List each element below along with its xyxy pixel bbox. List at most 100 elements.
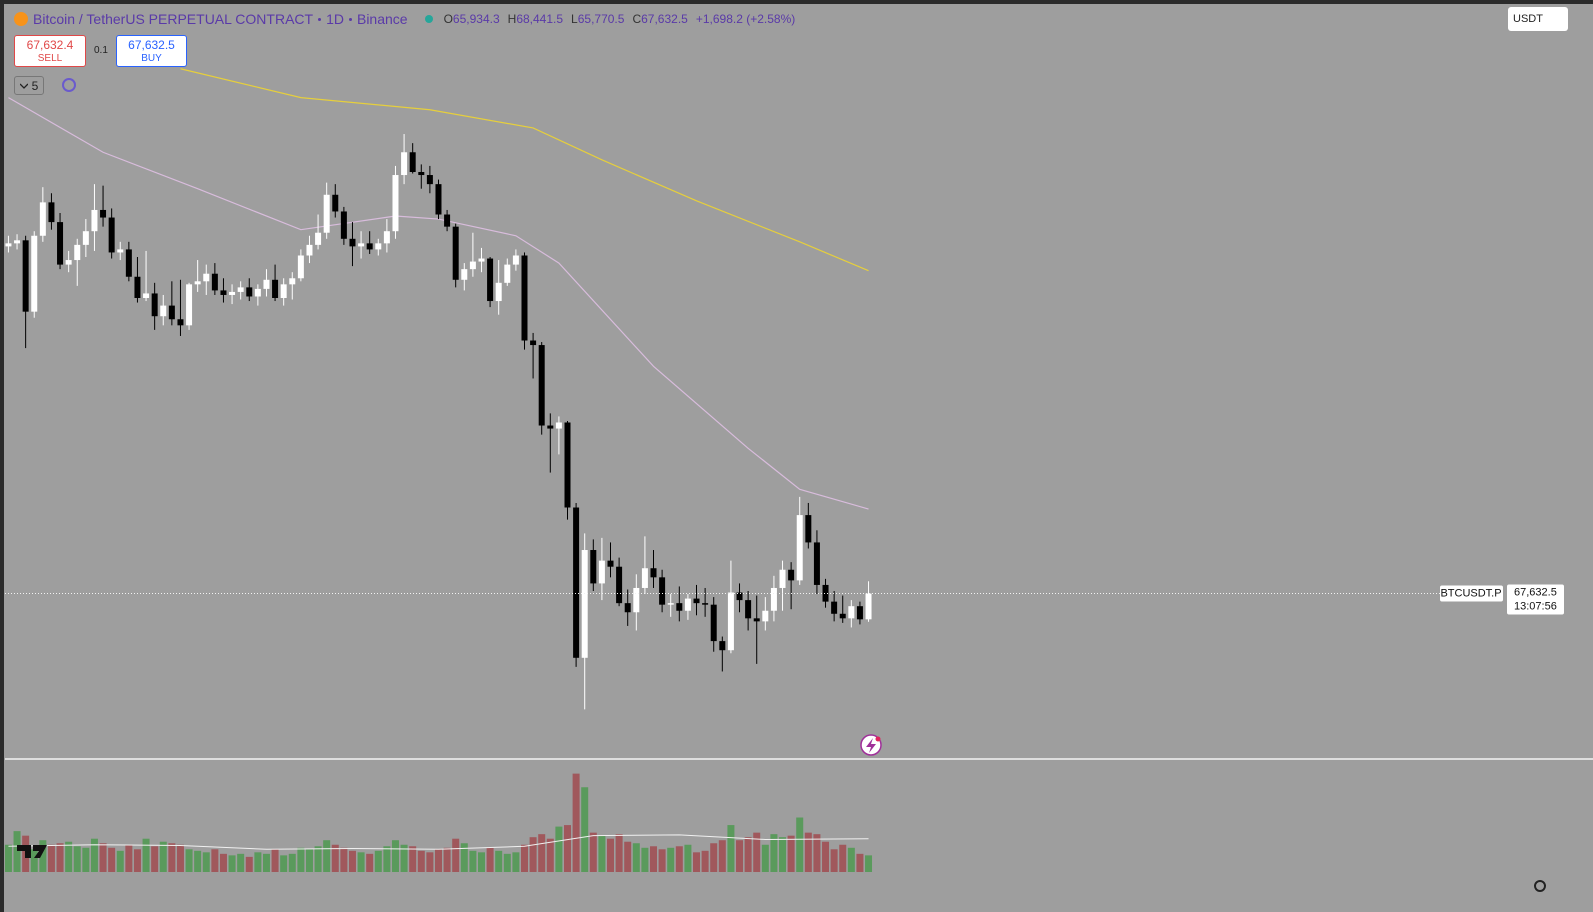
volume-bar xyxy=(641,847,649,872)
candle-body xyxy=(555,422,562,429)
candle-body xyxy=(220,290,227,295)
candle-body xyxy=(65,260,72,265)
volume-bar xyxy=(176,844,184,872)
volume-bar xyxy=(761,844,769,872)
volume-bar xyxy=(194,850,202,872)
candle-body xyxy=(160,305,167,317)
candle-body xyxy=(203,273,210,282)
candle-body xyxy=(125,249,132,277)
volume-bar xyxy=(581,787,589,872)
sell-button[interactable]: 67,632.4 SELL xyxy=(14,35,86,67)
symbol[interactable]: Bitcoin / TetherUS PERPETUAL CONTRACT xyxy=(33,11,314,27)
volume-bar xyxy=(426,852,434,872)
volume-bar xyxy=(684,844,692,872)
volume-bar xyxy=(839,844,847,872)
candle-body xyxy=(194,281,201,285)
volume-bar xyxy=(13,831,21,872)
volume-bar xyxy=(219,853,227,872)
volume-bar xyxy=(168,843,176,872)
candle-body xyxy=(573,507,580,658)
volume-bar xyxy=(443,847,451,872)
chevron xyxy=(19,83,28,89)
candle-body xyxy=(229,291,236,295)
volume-bar xyxy=(434,849,442,872)
volume-bar xyxy=(830,849,838,872)
moving-averages xyxy=(8,68,869,510)
sync-icon[interactable] xyxy=(62,78,76,92)
candle-body xyxy=(770,587,777,611)
volume-bar xyxy=(116,850,124,872)
candle-body xyxy=(504,264,511,283)
buy-button[interactable]: 67,632.5 BUY xyxy=(116,35,187,67)
candle-body xyxy=(693,598,700,604)
volume-bar xyxy=(658,849,666,872)
candle-body xyxy=(435,184,442,215)
candle-body xyxy=(31,235,38,312)
candle-body xyxy=(831,601,838,614)
indicators-toggle[interactable]: 5 xyxy=(14,76,44,95)
candle-body xyxy=(865,593,872,620)
candle-body xyxy=(82,231,89,245)
volume-bar xyxy=(391,840,399,872)
candle-body xyxy=(547,425,554,429)
candle-body xyxy=(57,222,64,265)
market-status xyxy=(424,15,433,23)
volume-bar xyxy=(314,846,322,872)
volume-pane xyxy=(4,773,873,872)
candle-body xyxy=(108,217,115,253)
volume-bar xyxy=(297,847,305,872)
volume-bar xyxy=(228,855,236,872)
candle-body xyxy=(186,284,193,326)
candle-body xyxy=(667,603,674,605)
volume-bar xyxy=(796,817,804,872)
volume-bar xyxy=(417,850,425,872)
ohlc-key: C xyxy=(632,12,642,26)
volume-bar xyxy=(331,844,339,872)
volume-bar xyxy=(409,846,417,872)
price-label: 67,632.5 xyxy=(1514,586,1557,598)
currency-select[interactable]: USDT xyxy=(1508,7,1568,31)
candle-body xyxy=(719,641,726,651)
volume-bar xyxy=(477,852,485,872)
candle-body xyxy=(134,276,141,299)
candle-body xyxy=(5,243,12,247)
candle-body xyxy=(383,231,390,244)
volume-bar xyxy=(503,853,511,872)
volume-bar xyxy=(598,835,606,872)
volume-bar xyxy=(589,832,597,872)
volume-bar xyxy=(813,834,821,872)
candle-body xyxy=(813,542,820,585)
candle-body xyxy=(22,240,29,312)
separator xyxy=(348,17,352,21)
candle-body xyxy=(530,340,537,346)
candle-body xyxy=(598,560,605,584)
candle-body xyxy=(323,194,330,233)
exchange: Binance xyxy=(356,11,408,27)
candle-body xyxy=(48,202,55,223)
candle-body xyxy=(736,592,743,601)
axes: BTCUSDT.P 67,632.5 13:07:56 xyxy=(5,584,1564,615)
candle-body xyxy=(762,610,769,622)
volume-bar xyxy=(254,852,262,872)
candle-body xyxy=(444,214,451,227)
candle-body xyxy=(788,569,795,581)
candle-body xyxy=(839,613,846,619)
ohlc-value: 65,770.5 xyxy=(577,12,625,26)
volume-bar xyxy=(736,840,744,872)
volume-bar xyxy=(727,825,735,872)
interval[interactable]: 1D xyxy=(326,11,344,27)
volume-bar xyxy=(185,849,193,872)
logo[interactable] xyxy=(17,845,47,858)
volume-bar xyxy=(718,840,726,872)
settings-icon[interactable] xyxy=(1534,880,1546,892)
candle-body xyxy=(710,604,717,642)
volume-bar xyxy=(469,850,477,872)
candle-body xyxy=(805,515,812,543)
volume-bar xyxy=(374,850,382,872)
volume-bar xyxy=(56,843,64,872)
volume-bar xyxy=(701,850,709,872)
candle-body xyxy=(564,422,571,508)
volume-bar xyxy=(142,838,150,872)
countdown-label: 13:07:56 xyxy=(1514,600,1557,612)
